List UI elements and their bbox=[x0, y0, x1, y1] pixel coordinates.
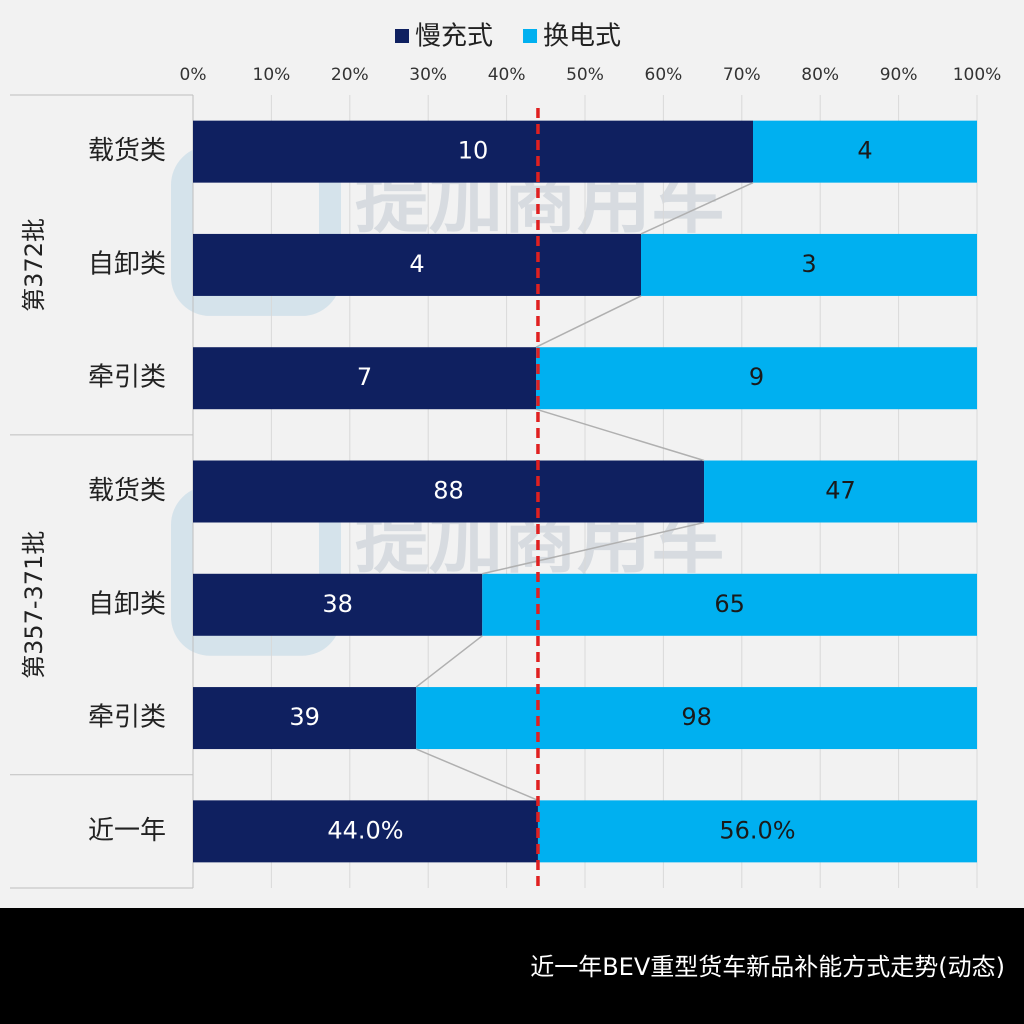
data-label: 65 bbox=[714, 590, 745, 618]
bar bbox=[537, 800, 977, 863]
legend-label: 换电式 bbox=[543, 22, 621, 52]
bar bbox=[193, 120, 753, 183]
bar bbox=[704, 460, 977, 523]
data-label: 10 bbox=[458, 137, 489, 165]
bar bbox=[193, 800, 538, 863]
connector bbox=[415, 635, 483, 688]
bar bbox=[193, 687, 417, 750]
bar bbox=[193, 573, 483, 636]
y-tick-label: 载货类 bbox=[88, 136, 166, 166]
y-tick-label: 载货类 bbox=[88, 476, 166, 506]
data-label: 88 bbox=[433, 477, 464, 505]
data-label: 44.0% bbox=[327, 816, 403, 844]
bar bbox=[753, 120, 977, 183]
group-label: 第372批 bbox=[20, 218, 48, 312]
group-label: 第357-371批 bbox=[20, 531, 48, 679]
x-tick-label: 100% bbox=[953, 65, 1002, 85]
bar bbox=[482, 573, 977, 636]
data-label: 3 bbox=[801, 250, 816, 278]
connector bbox=[640, 181, 754, 235]
x-tick-label: 80% bbox=[801, 65, 839, 85]
bar bbox=[536, 347, 977, 410]
bar bbox=[641, 233, 977, 296]
data-label: 7 bbox=[357, 363, 372, 391]
footer bbox=[0, 908, 1024, 1024]
y-tick-label: 牵引类 bbox=[88, 363, 166, 393]
connector bbox=[535, 408, 705, 462]
legend-swatch bbox=[523, 29, 538, 43]
data-label: 98 bbox=[681, 703, 712, 731]
x-tick-label: 40% bbox=[488, 65, 526, 85]
y-tick-label: 自卸类 bbox=[88, 589, 166, 619]
data-label: 9 bbox=[749, 363, 764, 391]
data-label: 56.0% bbox=[719, 816, 795, 844]
x-tick-label: 0% bbox=[180, 65, 207, 85]
legend-label: 慢充式 bbox=[415, 22, 493, 52]
x-tick-label: 30% bbox=[409, 65, 447, 85]
bar bbox=[416, 687, 977, 750]
connector bbox=[415, 748, 539, 802]
bar bbox=[193, 233, 641, 296]
bar bbox=[193, 347, 536, 410]
data-label: 39 bbox=[289, 703, 320, 731]
y-tick-label: 自卸类 bbox=[88, 249, 166, 279]
x-tick-label: 10% bbox=[253, 65, 291, 85]
y-tick-label: 牵引类 bbox=[88, 703, 166, 733]
x-tick-label: 20% bbox=[331, 65, 369, 85]
connector bbox=[482, 521, 705, 575]
data-label: 38 bbox=[322, 590, 353, 618]
caption: 近一年BEV重型货车新品补能方式走势(动态) bbox=[530, 953, 1005, 981]
legend-swatch bbox=[395, 29, 409, 43]
x-tick-label: 70% bbox=[723, 65, 761, 85]
x-tick-label: 60% bbox=[645, 65, 683, 85]
x-tick-label: 50% bbox=[566, 65, 604, 85]
connector bbox=[535, 295, 642, 348]
bar bbox=[193, 460, 705, 523]
data-label: 47 bbox=[825, 477, 856, 505]
y-tick-label: 近一年 bbox=[88, 816, 166, 846]
data-label: 4 bbox=[409, 250, 424, 278]
x-tick-label: 90% bbox=[880, 65, 918, 85]
data-label: 4 bbox=[857, 137, 872, 165]
